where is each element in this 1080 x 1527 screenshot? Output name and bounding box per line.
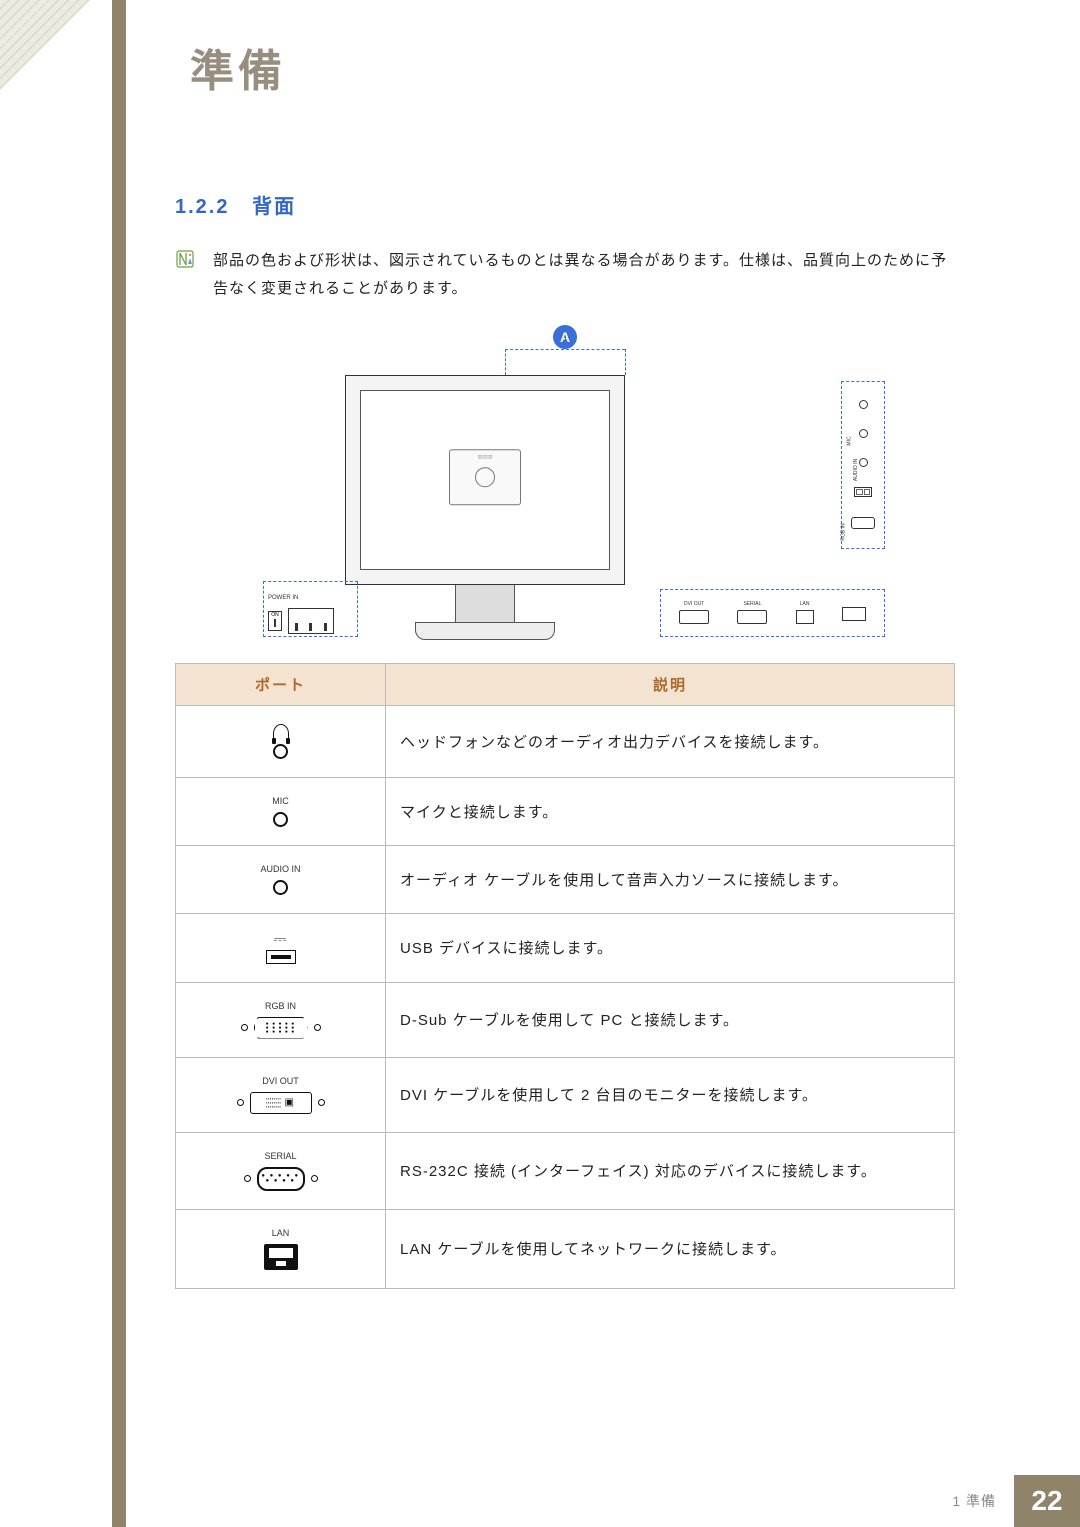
port-label: AUDIO IN <box>853 459 859 481</box>
page-footer: 1 準備 22 <box>952 1475 1080 1527</box>
port-label: RGB IN <box>841 524 847 541</box>
lan-port-icon <box>796 610 814 624</box>
monitor-back: ▯▯▯▯▯▯ <box>345 375 625 585</box>
port-desc: LAN ケーブルを使用してネットワークに接続します。 <box>386 1209 955 1288</box>
vga-icon: ● ● ● ● ●● ● ● ● ●● ● ● ● ● <box>241 1017 321 1039</box>
audioin-jack-icon <box>859 458 868 467</box>
section-title: 背面 <box>252 196 296 218</box>
dash-line <box>505 349 506 375</box>
serial-icon: ● ● ● ● ●● ● ● ● <box>244 1167 318 1191</box>
power-switch-icon: ON <box>268 611 282 631</box>
corner-decoration <box>0 0 90 90</box>
section-number: 1.2.2 <box>175 196 229 218</box>
port-icon-cell: DVI OUT ▪▪▪▪▪▪▪▪▪▪▪▪▪▪▪▪▪▪▪▪▪▪▪▪▣ <box>176 1057 386 1132</box>
table-header-desc: 説明 <box>386 663 955 705</box>
switch-label: ON <box>271 612 279 618</box>
port-desc: D-Sub ケーブルを使用して PC と接続します。 <box>386 982 955 1057</box>
table-row: ヘッドフォンなどのオーディオ出力デバイスを接続します。 <box>176 705 955 777</box>
table-row: AUDIO IN オーディオ ケーブルを使用して音声入力ソースに接続します。 <box>176 845 955 913</box>
dvi-port-icon <box>679 610 709 624</box>
port-desc: DVI ケーブルを使用して 2 台目のモニターを接続します。 <box>386 1057 955 1132</box>
left-margin-band <box>112 0 126 1527</box>
port-caption: RGB IN <box>190 1001 371 1011</box>
mic-jack-icon <box>859 429 868 438</box>
port-icon-cell: RGB IN ● ● ● ● ●● ● ● ● ●● ● ● ● ● <box>176 982 386 1057</box>
headphone-icon <box>273 724 289 740</box>
page-number: 22 <box>1014 1475 1080 1527</box>
rgb-port-icon <box>851 517 875 529</box>
port-desc: USB デバイスに接続します。 <box>386 913 955 982</box>
power-port-panel: POWER IN ON <box>263 581 358 637</box>
port-icon-cell: MIC <box>176 777 386 845</box>
table-row: RGB IN ● ● ● ● ●● ● ● ● ●● ● ● ● ● D-Sub… <box>176 982 955 1057</box>
port-icon-cell: AUDIO IN <box>176 845 386 913</box>
port-caption: LAN <box>190 1228 371 1238</box>
port-desc: RS-232C 接続 (インターフェイス) 対応のデバイスに接続します。 <box>386 1132 955 1209</box>
table-row: SERIAL ● ● ● ● ●● ● ● ● RS-232C 接続 (インター… <box>176 1132 955 1209</box>
vesa-plate: ▯▯▯▯▯▯ <box>449 449 521 505</box>
port-caption: AUDIO IN <box>190 864 371 874</box>
lan-icon <box>264 1244 298 1270</box>
section-heading: 1.2.2 背面 <box>175 190 955 219</box>
monitor-panel: ▯▯▯▯▯▯ <box>360 390 610 570</box>
ports-table: ポート 説明 ヘッドフォンなどのオーディオ出力デバイスを接続します。 MIC マ… <box>175 663 955 1289</box>
port-desc: オーディオ ケーブルを使用して音声入力ソースに接続します。 <box>386 845 955 913</box>
serial-port-icon <box>737 610 767 624</box>
note-icon <box>175 247 195 303</box>
rear-diagram: A ▯▯▯▯▯▯ MIC AUDIO IN RGB IN POWER IN ON <box>245 325 885 645</box>
table-row: LAN LAN ケーブルを使用してネットワークに接続します。 <box>176 1209 955 1288</box>
dash-line <box>505 349 625 350</box>
headphone-jack-icon <box>859 400 868 409</box>
port-caption: MIC <box>190 796 371 806</box>
port-icon-cell: SERIAL ● ● ● ● ●● ● ● ● <box>176 1132 386 1209</box>
power-inlet-icon <box>288 608 334 634</box>
table-header-port: ポート <box>176 663 386 705</box>
port-label: MIC <box>846 436 852 445</box>
port-label: DVI OUT <box>684 601 704 607</box>
port-label: SERIAL <box>743 601 761 607</box>
power-in-label: POWER IN <box>268 595 298 601</box>
footer-breadcrumb: 1 準備 <box>952 1491 996 1511</box>
jack-icon <box>273 880 288 895</box>
table-row: DVI OUT ▪▪▪▪▪▪▪▪▪▪▪▪▪▪▪▪▪▪▪▪▪▪▪▪▣ DVI ケー… <box>176 1057 955 1132</box>
dash-line <box>565 337 566 349</box>
usb-trident-icon: ⎓ <box>190 932 371 948</box>
table-row: MIC マイクと接続します。 <box>176 777 955 845</box>
usb-port-icon <box>842 607 866 621</box>
jack-icon <box>273 744 288 759</box>
monitor-base <box>415 622 555 640</box>
table-row: ⎓ USB デバイスに接続します。 <box>176 913 955 982</box>
dvi-icon: ▪▪▪▪▪▪▪▪▪▪▪▪▪▪▪▪▪▪▪▪▪▪▪▪▣ <box>237 1092 325 1114</box>
port-icon-cell <box>176 705 386 777</box>
port-label: LAN <box>800 601 810 607</box>
note-block: 部品の色および形状は、図示されているものとは異なる場合があります。仕様は、品質向… <box>175 247 955 303</box>
plate-text: ▯▯▯▯▯▯ <box>450 454 520 460</box>
note-text: 部品の色および形状は、図示されているものとは異なる場合があります。仕様は、品質向… <box>213 247 955 303</box>
usb-slot-icon <box>266 950 296 964</box>
port-caption: SERIAL <box>190 1151 371 1161</box>
rear-bottom-ports: DVI OUT SERIAL LAN <box>660 589 885 637</box>
dash-line <box>625 349 626 375</box>
main-content: 1.2.2 背面 部品の色および形状は、図示されているものとは異なる場合がありま… <box>175 190 955 1289</box>
chapter-title: 準備 <box>190 35 286 99</box>
port-caption: DVI OUT <box>190 1076 371 1086</box>
port-icon-cell: LAN <box>176 1209 386 1288</box>
port-desc: マイクと接続します。 <box>386 777 955 845</box>
side-port-panel: MIC AUDIO IN RGB IN <box>841 381 885 549</box>
port-desc: ヘッドフォンなどのオーディオ出力デバイスを接続します。 <box>386 705 955 777</box>
jack-icon <box>273 812 288 827</box>
usb-port-icon <box>854 487 872 497</box>
port-icon-cell: ⎓ <box>176 913 386 982</box>
